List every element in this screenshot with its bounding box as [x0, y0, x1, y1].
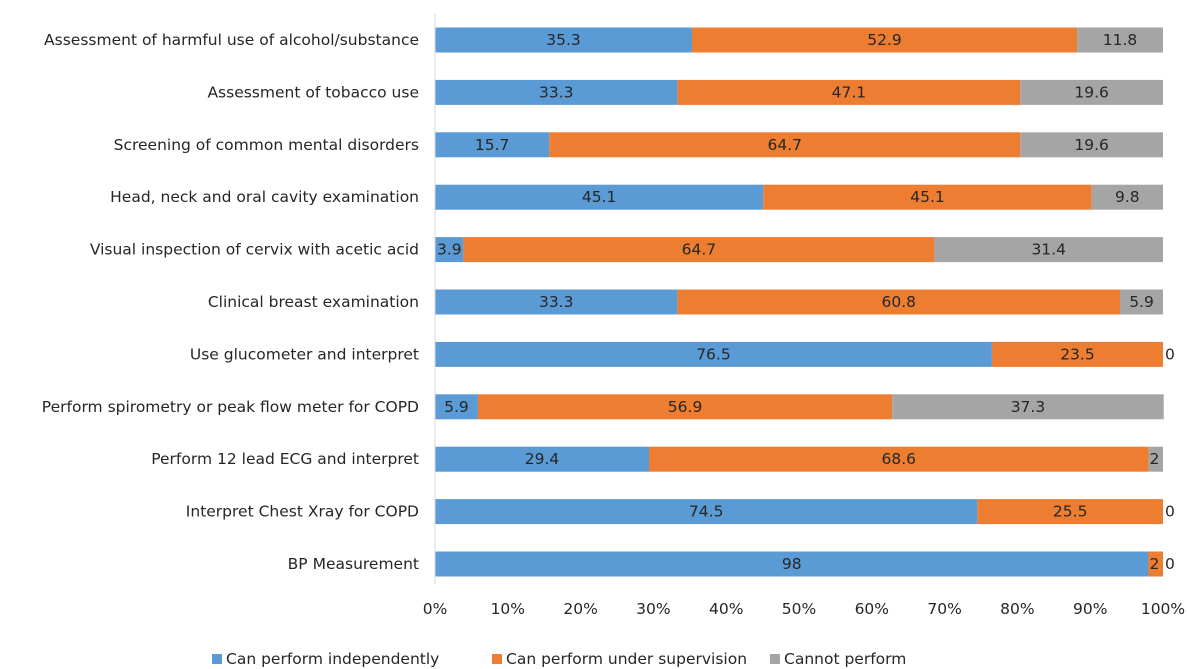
legend-swatch [492, 654, 502, 664]
category-label: Screening of common mental disorders [114, 136, 419, 154]
bar-segment [649, 446, 1149, 472]
data-label: 56.9 [668, 398, 703, 416]
bar-segment [435, 132, 550, 158]
category-label: Visual inspection of cervix with acetic … [90, 241, 419, 259]
x-tick-label: 10% [491, 600, 525, 618]
data-label: 29.4 [525, 450, 560, 468]
data-label: 0 [1165, 345, 1175, 363]
data-label: 64.7 [682, 241, 717, 259]
data-label: 37.3 [1011, 398, 1046, 416]
legend-swatch [212, 654, 222, 664]
bar-segment [435, 551, 1149, 577]
data-label: 3.9 [437, 241, 462, 259]
category-label: Perform spirometry or peak flow meter fo… [42, 398, 419, 416]
data-label: 64.7 [768, 136, 803, 154]
x-tick-label: 100% [1141, 600, 1185, 618]
data-label: 76.5 [696, 345, 731, 363]
data-label: 9.8 [1115, 188, 1140, 206]
data-label: 68.6 [881, 450, 916, 468]
data-label: 45.1 [582, 188, 617, 206]
data-label: 0 [1165, 555, 1175, 573]
category-label: Assessment of tobacco use [207, 83, 419, 101]
data-label: 19.6 [1074, 83, 1109, 101]
data-label: 74.5 [689, 503, 724, 521]
bar-segment [1120, 289, 1163, 315]
data-labels-layer: 35.3 52.9 11.8 33.3 47.1 19.6 15.7 64.7 19.6 45.1… [437, 31, 1175, 573]
bar-segment [677, 289, 1121, 315]
bar-segment [677, 79, 1021, 105]
bar-segment [435, 289, 678, 315]
data-label: 35.3 [546, 31, 581, 49]
bar-segment [1148, 446, 1163, 472]
bar-segment [1020, 132, 1163, 158]
bar-segment [435, 79, 678, 105]
x-tick-label: 30% [636, 600, 670, 618]
data-label: 2 [1149, 450, 1159, 468]
data-label: 0 [1165, 503, 1175, 521]
x-tick-label: 50% [782, 600, 816, 618]
category-label: Use glucometer and interpret [190, 345, 419, 363]
bar-segment [477, 394, 893, 420]
category-labels: Assessment of harmful use of alcohol/sub… [42, 31, 419, 573]
data-label: 2 [1149, 555, 1159, 573]
data-label: 33.3 [539, 83, 574, 101]
x-tick-label: 60% [855, 600, 889, 618]
bar-segment [435, 446, 650, 472]
legend-swatch [770, 654, 780, 664]
data-label: 5.9 [1129, 293, 1154, 311]
bar-segment [435, 184, 764, 210]
bar-segment [892, 394, 1164, 420]
data-label: 47.1 [832, 83, 867, 101]
x-tick-label: 70% [927, 600, 961, 618]
x-tick-label: 0% [423, 600, 448, 618]
bar-segment [1077, 27, 1163, 53]
x-tick-label: 20% [563, 600, 597, 618]
bar-segment [549, 132, 1021, 158]
legend: Can perform independently Can perform und… [212, 650, 906, 668]
category-label: Perform 12 lead ECG and interpret [151, 450, 419, 468]
legend-label: Can perform independently [226, 650, 439, 668]
category-label: Head, neck and oral cavity examination [110, 188, 419, 206]
data-label: 33.3 [539, 293, 574, 311]
bar-segment [435, 341, 992, 367]
data-label: 23.5 [1060, 345, 1095, 363]
data-label: 60.8 [881, 293, 916, 311]
x-tick-label: 40% [709, 600, 743, 618]
bar-segment [763, 184, 1092, 210]
bar-segment [435, 27, 692, 53]
legend-label: Can perform under supervision [506, 650, 747, 668]
bar-segment [691, 27, 1078, 53]
data-label: 98 [782, 555, 802, 573]
data-label: 52.9 [867, 31, 902, 49]
data-label: 15.7 [475, 136, 510, 154]
bar-segment [1020, 79, 1163, 105]
category-label: BP Measurement [288, 555, 419, 573]
data-label: 19.6 [1074, 136, 1109, 154]
category-label: Assessment of harmful use of alcohol/sub… [44, 31, 419, 49]
data-label: 5.9 [444, 398, 469, 416]
category-label: Interpret Chest Xray for COPD [186, 503, 419, 521]
bar-segment [435, 237, 464, 263]
bar-segment [991, 341, 1163, 367]
bar-segment [435, 394, 478, 420]
bar-segment [463, 237, 935, 263]
data-label: 31.4 [1031, 241, 1066, 259]
bar-segment [1148, 551, 1163, 577]
bar-segment [1091, 184, 1163, 210]
bar-segment [435, 499, 978, 525]
bars-layer [435, 27, 1164, 577]
x-tick-label: 90% [1073, 600, 1107, 618]
data-label: 45.1 [910, 188, 945, 206]
bar-segment [977, 499, 1163, 525]
legend-label: Cannot perform [784, 650, 906, 668]
bar-segment [934, 237, 1163, 263]
data-label: 25.5 [1053, 503, 1088, 521]
data-label: 11.8 [1103, 31, 1138, 49]
x-tick-label: 80% [1000, 600, 1034, 618]
category-label: Clinical breast examination [208, 293, 419, 311]
x-axis-ticks: 0% 10% 20% 30% 40% 50% 60% 70% 80% 90% 100% [423, 600, 1185, 618]
